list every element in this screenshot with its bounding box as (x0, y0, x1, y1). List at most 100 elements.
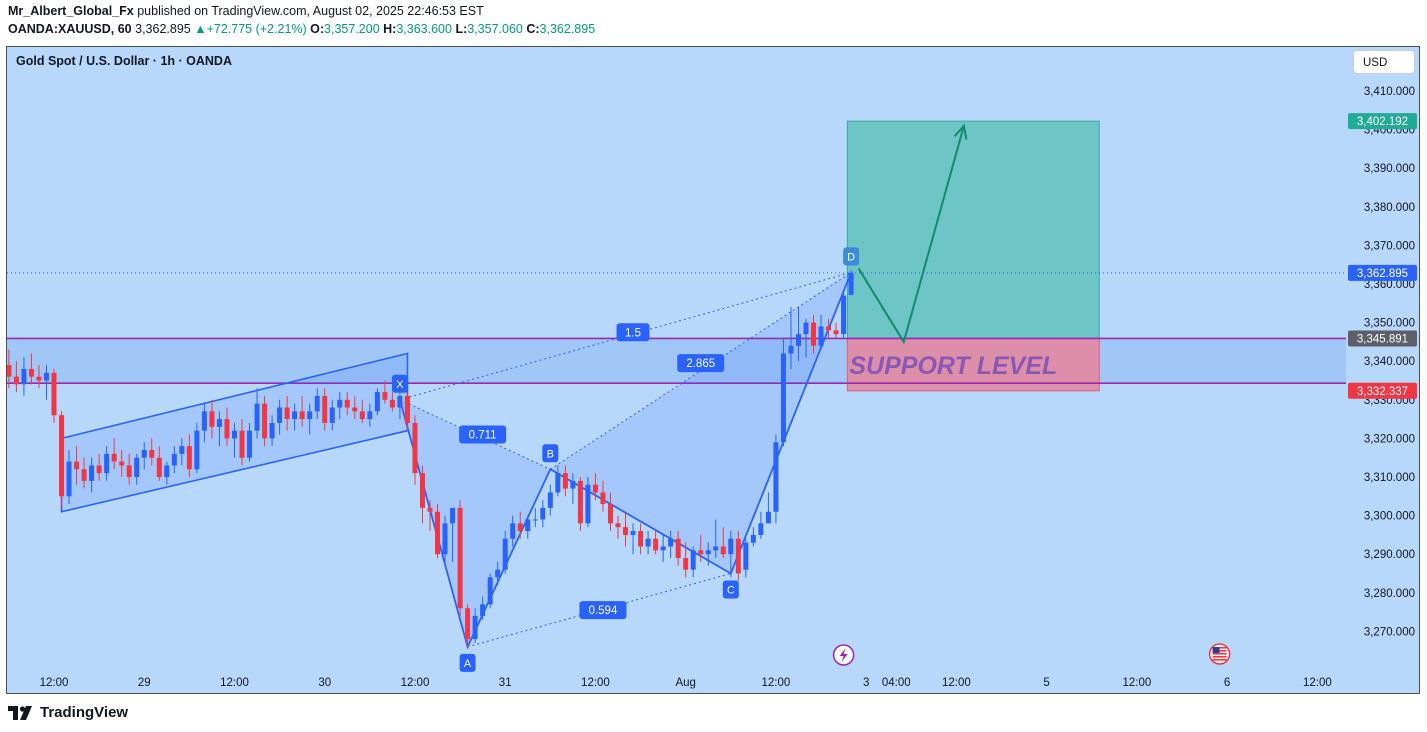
y-tick-label: 3,370.000 (1364, 240, 1415, 252)
candle-body (111, 453, 117, 462)
candle (660, 534, 666, 562)
currency-selector[interactable]: USD (1353, 50, 1415, 74)
candle-body (683, 558, 689, 570)
symbol-info: OANDA:XAUUSD, 60 3,362.895 ▲+72.775 (+2.… (8, 22, 595, 36)
support-band (7, 338, 1347, 384)
y-tick-label: 3,380.000 (1364, 202, 1415, 214)
candle-body (818, 326, 824, 346)
candle (780, 338, 786, 447)
candle (818, 314, 824, 350)
candle (803, 318, 809, 358)
candle (472, 608, 478, 643)
candle-body (374, 392, 380, 412)
candle (329, 399, 335, 431)
candle-body (389, 399, 395, 408)
candle (525, 515, 531, 539)
tradingview-brand: TradingView (40, 704, 129, 721)
candle-body (450, 507, 456, 524)
candle-body (352, 407, 358, 412)
candle (615, 515, 621, 539)
candle-body (547, 492, 553, 508)
candle-body (698, 550, 704, 555)
candle-body (750, 534, 756, 543)
last-price: 3,362.895 (135, 22, 191, 36)
candle-body (510, 523, 516, 539)
candle-body (186, 446, 192, 470)
candle (43, 365, 49, 400)
candle (209, 399, 215, 439)
candle-body (382, 392, 388, 400)
candle-body (562, 473, 568, 489)
candle-body (517, 523, 523, 532)
pattern-point-label: A (464, 658, 472, 670)
candle-body (66, 461, 72, 497)
x-tick-label: 12:00 (401, 677, 430, 689)
candle (254, 388, 260, 439)
price-label-support-top: 3,345.891 (1348, 330, 1417, 347)
candle-body (322, 395, 328, 423)
candle-body (765, 511, 771, 524)
candle (427, 500, 433, 532)
author-name[interactable]: Mr_Albert_Global_Fx (8, 4, 134, 18)
candle-body (254, 403, 260, 431)
candle-body (570, 480, 576, 489)
ratio-text: 0.594 (589, 605, 618, 617)
candle (269, 415, 275, 447)
stop-zone (846, 337, 1100, 392)
candle (277, 399, 283, 435)
candle-body (126, 465, 132, 477)
candle (89, 457, 95, 493)
candle-body (247, 430, 253, 458)
candle-body (134, 457, 140, 477)
candle-body (532, 519, 538, 521)
candle (841, 291, 847, 339)
candle (59, 411, 65, 508)
candle-body (826, 326, 832, 331)
candle (811, 314, 817, 354)
candle (638, 523, 644, 555)
candle (465, 604, 471, 647)
y-tick-label: 3,410.000 (1364, 86, 1415, 98)
candle-body (412, 422, 418, 474)
chart-frame[interactable]: SUPPORT LEVEL X A B C D 1.5 0.711 2.865 0.594 3,27… (6, 46, 1420, 694)
candle-body (141, 449, 147, 458)
candle-body (337, 399, 343, 408)
candle (592, 473, 598, 501)
candle (179, 438, 185, 466)
candle-body (231, 430, 237, 439)
candle-body (480, 604, 486, 616)
price-label-text: 3,332.337 (1357, 386, 1408, 398)
candle (344, 392, 350, 416)
candle-body (314, 395, 320, 412)
candle-body (833, 330, 839, 335)
candle (450, 507, 456, 562)
candle (149, 438, 155, 466)
y-tick-label: 3,310.000 (1364, 472, 1415, 484)
ratio-label: 1.5 (616, 323, 650, 342)
change-arrow-icon: ▲ (194, 22, 207, 36)
candle-body (735, 538, 741, 574)
pattern-point-label: D (847, 251, 855, 263)
candle-body (179, 446, 185, 454)
tradingview-logo[interactable]: TradingView (8, 704, 128, 721)
y-tick-label: 3,390.000 (1364, 163, 1415, 175)
pattern-diagonal-xd (399, 271, 852, 401)
candle (262, 395, 268, 447)
candle-body (397, 395, 403, 408)
x-tick-label: 12:00 (581, 677, 610, 689)
price-label-box (1348, 330, 1417, 347)
candle-body (435, 511, 441, 555)
candle (698, 534, 704, 562)
candle (156, 446, 162, 481)
ratio-label: 2.865 (677, 354, 725, 373)
price-label-text: 3,345.891 (1357, 333, 1408, 345)
pattern-point-label: X (396, 379, 404, 391)
candle (111, 438, 117, 470)
candle (517, 511, 523, 539)
candle-body (653, 538, 659, 551)
candle-body (299, 411, 305, 420)
chart-canvas[interactable]: SUPPORT LEVEL X A B C D 1.5 0.711 2.865 0.594 3,27… (7, 47, 1419, 693)
candle (457, 500, 463, 616)
candle-body (307, 411, 313, 420)
candle (585, 477, 591, 528)
